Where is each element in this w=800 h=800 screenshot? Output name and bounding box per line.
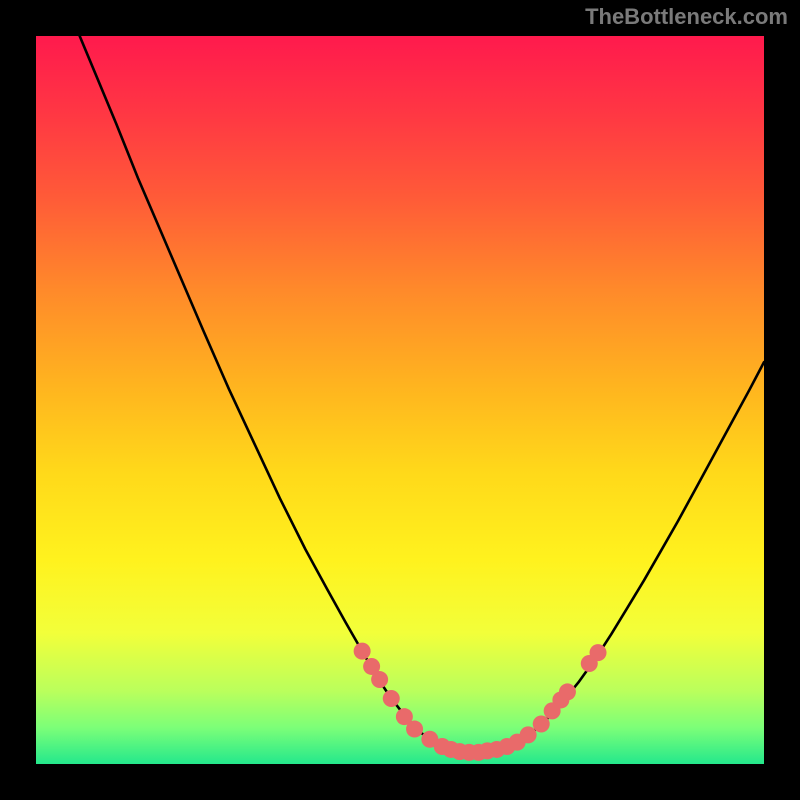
data-marker [533,715,550,732]
chart-area [36,36,764,764]
data-marker [383,690,400,707]
data-marker [406,721,423,738]
data-marker [371,671,388,688]
data-marker [520,726,537,743]
data-marker [590,644,607,661]
bottleneck-curve-plot [36,36,764,764]
watermark-text: TheBottleneck.com [585,4,788,30]
gradient-background [36,36,764,764]
data-marker [559,683,576,700]
data-marker [354,643,371,660]
